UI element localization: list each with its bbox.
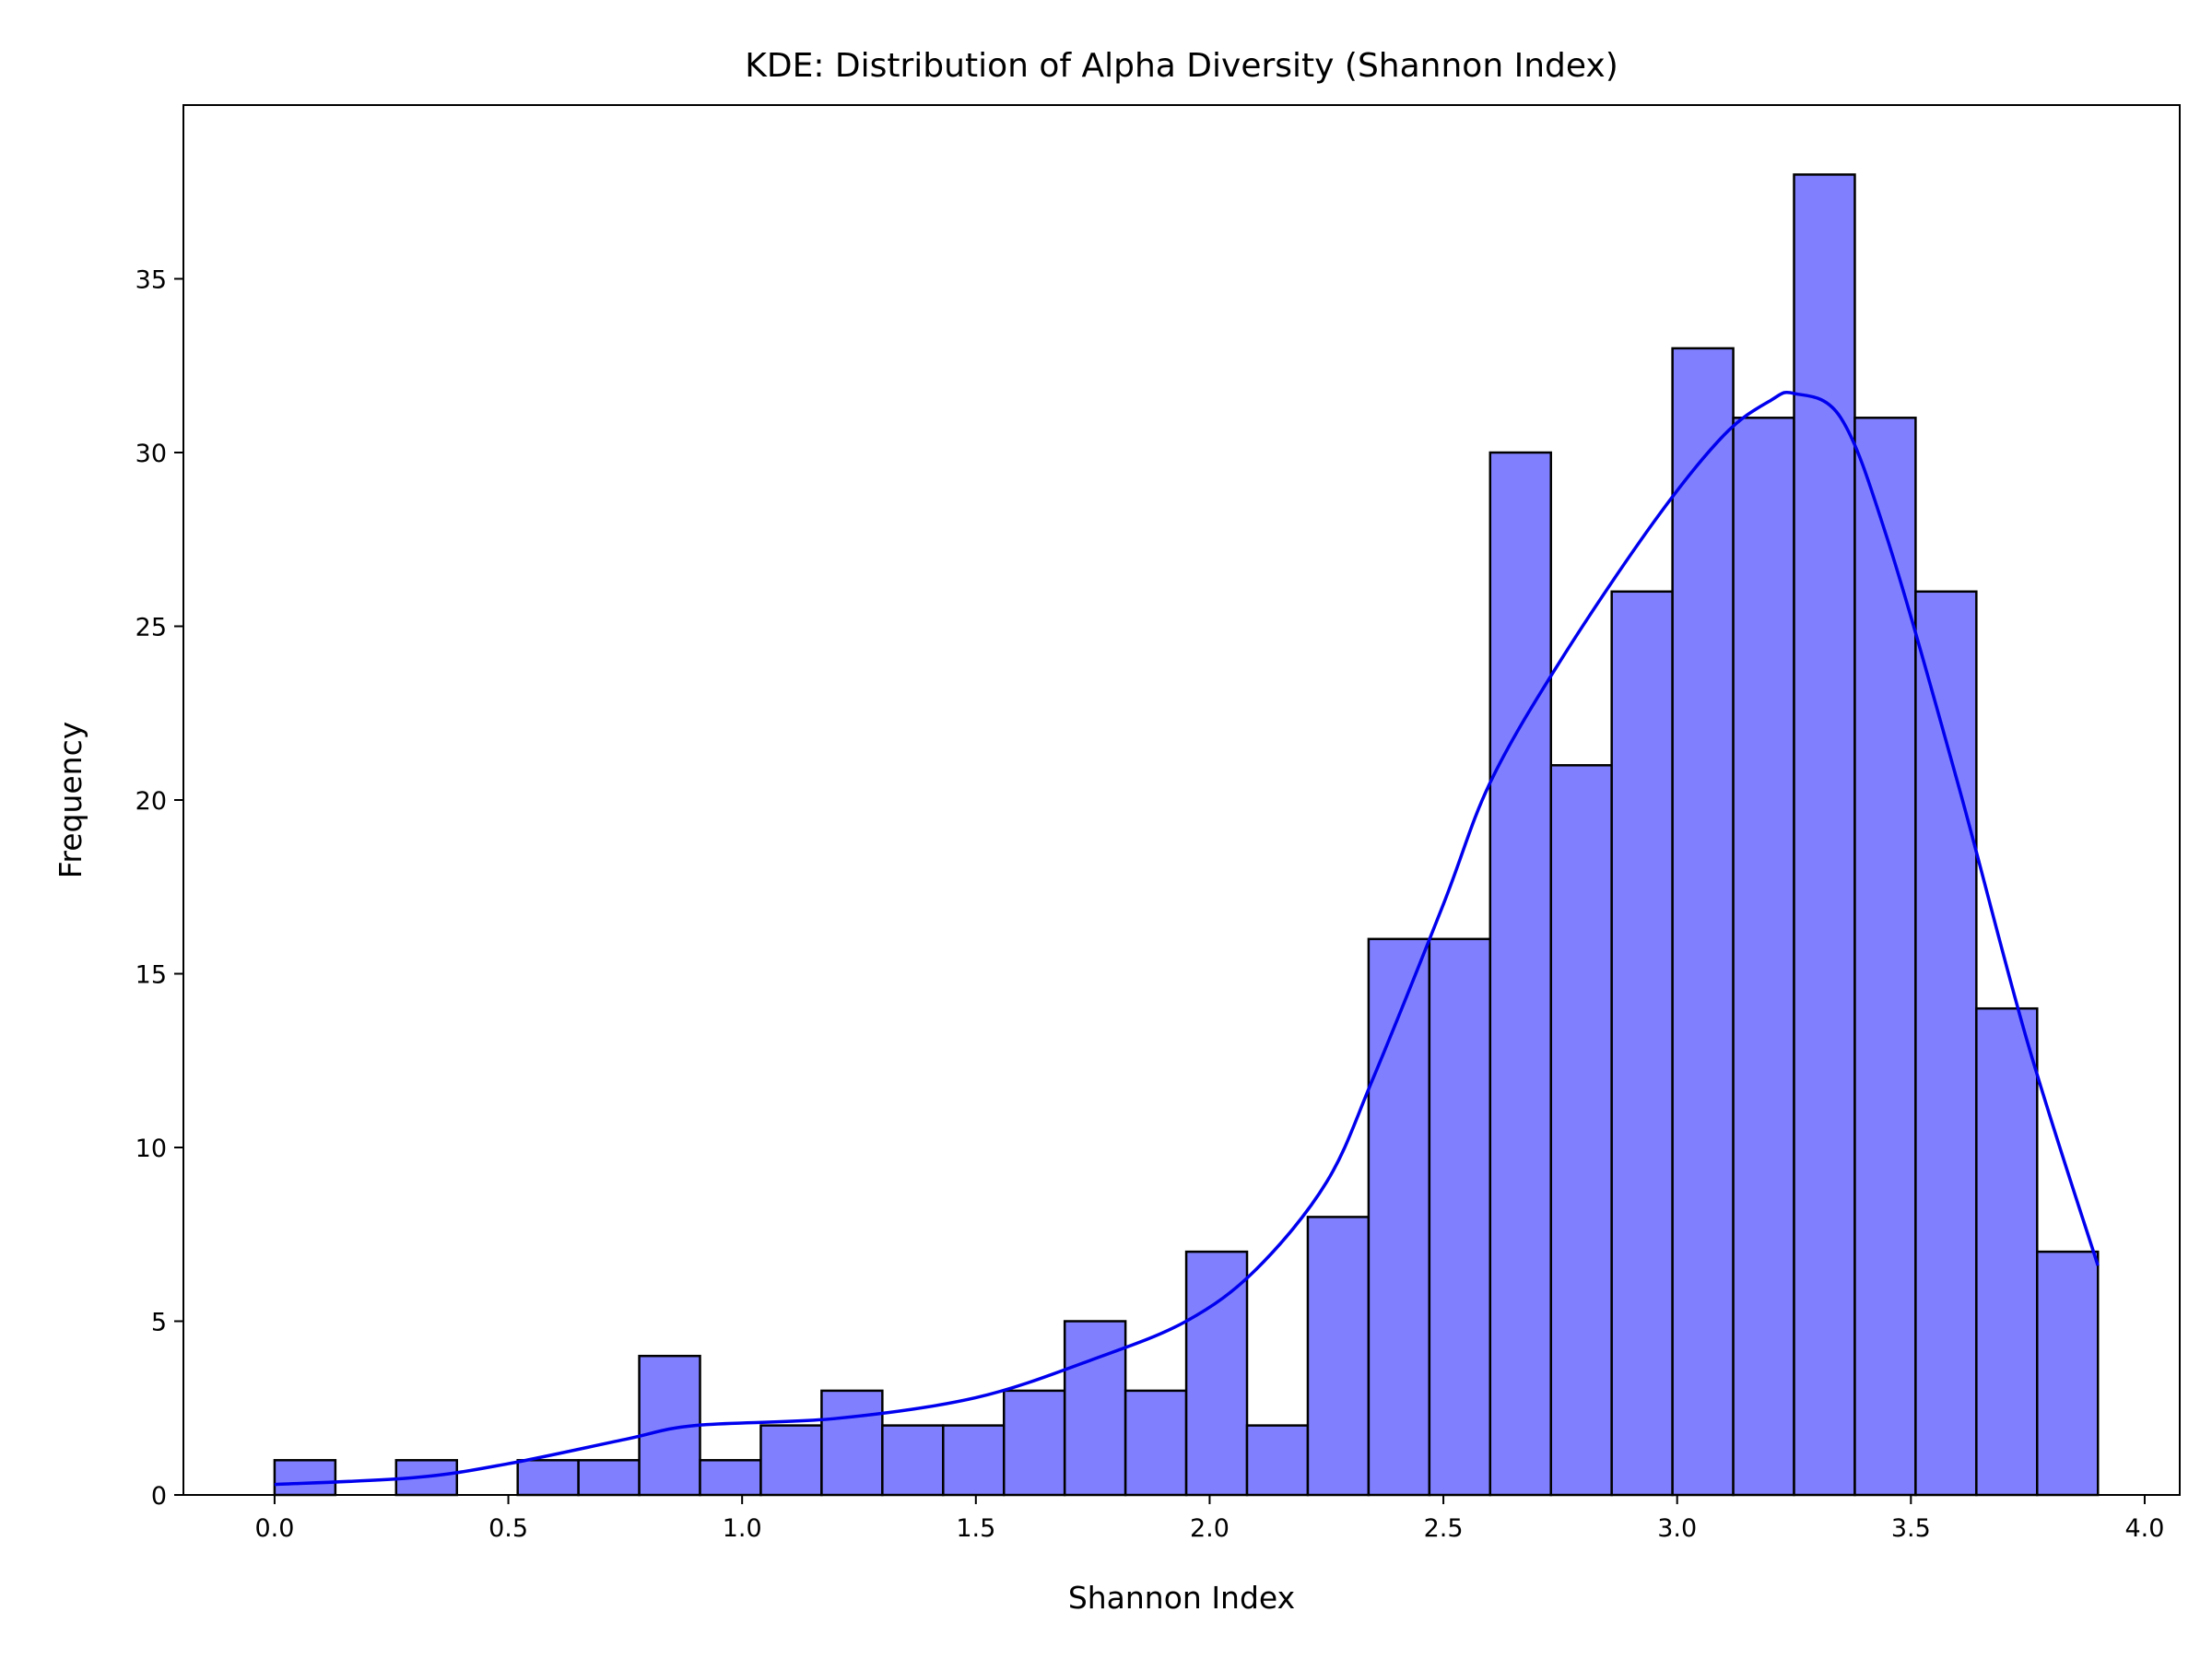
histogram-bar <box>577 1459 641 1497</box>
chart-title: KDE: Distribution of Alpha Diversity (Sh… <box>745 47 1618 85</box>
y-tick-label: 25 <box>135 614 167 642</box>
y-axis-label: Frequency <box>53 722 88 878</box>
histogram-bar <box>1063 1320 1127 1497</box>
histogram-bar <box>1245 1424 1310 1497</box>
histogram-bar <box>1428 937 1492 1497</box>
histogram-bars <box>273 173 2100 1497</box>
histogram-bar <box>516 1459 580 1497</box>
x-tick-label: 0.5 <box>488 1514 528 1543</box>
x-tick-label: 0.0 <box>254 1514 294 1543</box>
histogram-bar <box>1488 451 1552 1497</box>
x-tick-label: 4.0 <box>2124 1514 2164 1543</box>
histogram-bar <box>1914 590 1978 1497</box>
histogram-bar <box>273 1459 337 1497</box>
histogram-bar <box>2036 1250 2100 1497</box>
y-tick-label: 10 <box>135 1135 167 1163</box>
histogram-bar <box>1549 764 1613 1497</box>
x-tick-label: 3.5 <box>1891 1514 1931 1543</box>
y-tick-label: 15 <box>135 961 167 990</box>
x-tick-label: 2.0 <box>1190 1514 1230 1543</box>
x-tick-label: 1.5 <box>956 1514 995 1543</box>
histogram-bar <box>942 1424 1006 1497</box>
y-tick-label: 30 <box>135 440 167 468</box>
x-axis-ticks: 0.0 0.5 1.0 1.5 2.0 2.5 3.0 3.5 4.0 <box>254 1495 2164 1543</box>
x-tick-label: 2.5 <box>1424 1514 1464 1543</box>
histogram-bar <box>1975 1006 2039 1497</box>
kde-curve <box>274 390 2100 1487</box>
histogram-bar <box>1124 1389 1188 1497</box>
y-tick-label: 0 <box>151 1482 167 1511</box>
x-tick-label: 3.0 <box>1657 1514 1697 1543</box>
histogram-bar <box>699 1459 762 1497</box>
y-tick-label: 20 <box>135 787 167 816</box>
histogram-bar <box>1002 1389 1066 1497</box>
histogram-bar <box>1306 1216 1371 1497</box>
histogram-bar <box>881 1424 945 1497</box>
x-axis-label: Shannon Index <box>1068 1580 1295 1616</box>
histogram-bar <box>1853 417 1917 1497</box>
y-axis-ticks: 0 5 10 15 20 25 30 35 <box>135 266 183 1511</box>
histogram-bar <box>1367 937 1431 1497</box>
y-tick-label: 5 <box>151 1309 167 1337</box>
y-tick-label: 35 <box>135 266 167 295</box>
histogram-bar <box>759 1424 823 1497</box>
histogram-bar <box>820 1389 884 1497</box>
histogram-bar <box>1793 173 1856 1497</box>
histogram-bar <box>1671 347 1735 1497</box>
x-tick-label: 1.0 <box>723 1514 762 1543</box>
histogram-bar <box>1610 590 1674 1497</box>
histogram-bar <box>1732 417 1795 1497</box>
